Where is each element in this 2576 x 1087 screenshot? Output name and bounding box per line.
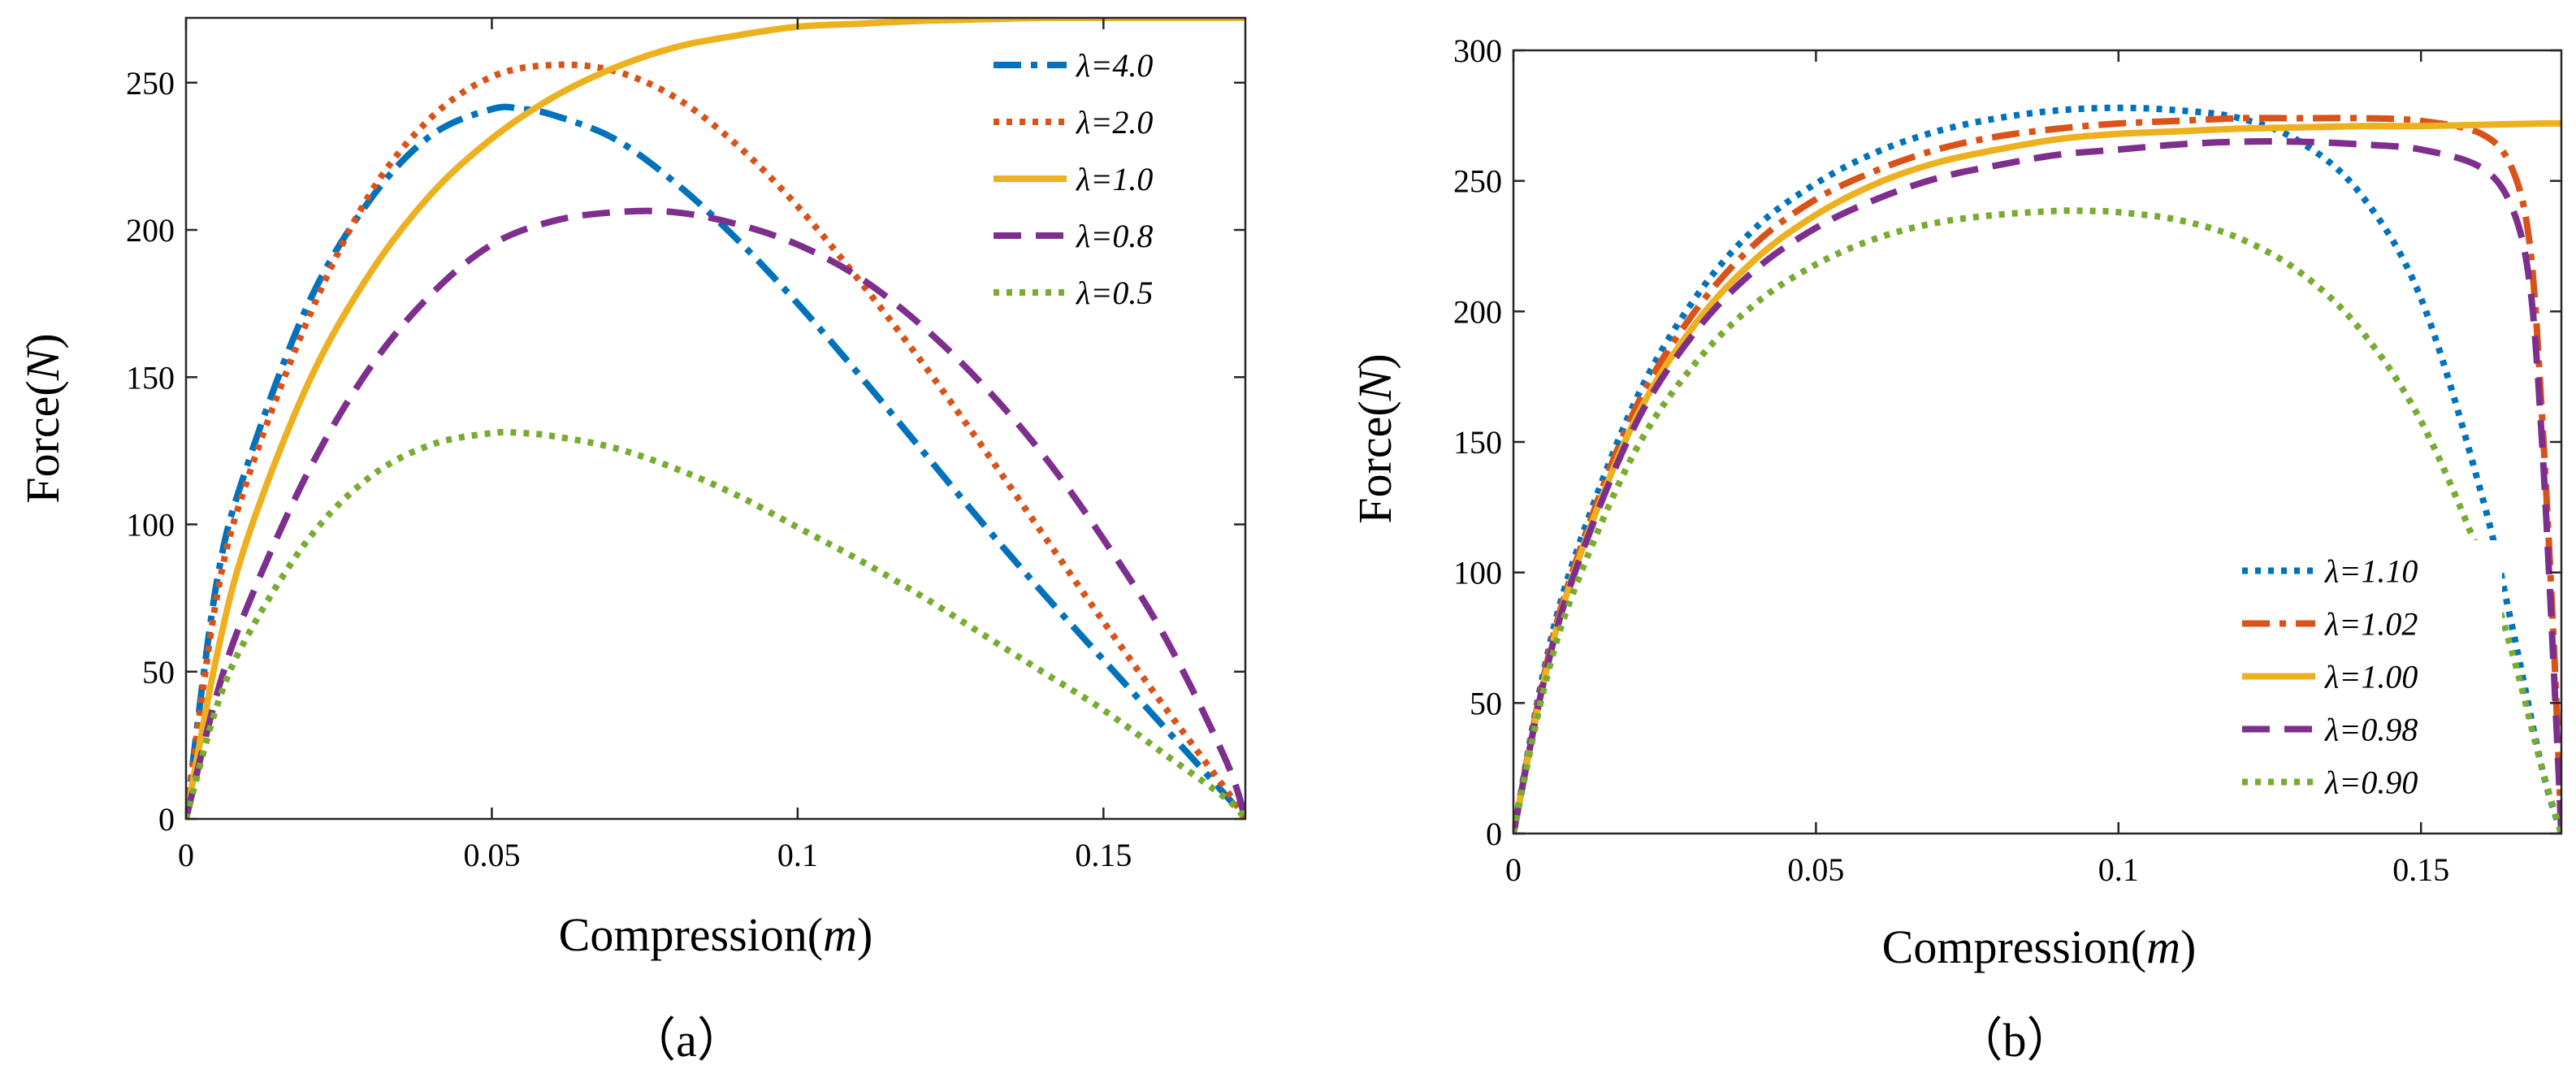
x-tick-label: 0.05 xyxy=(1787,851,1844,888)
y-tick-label: 200 xyxy=(1453,293,1502,330)
y-tick-label: 0 xyxy=(1486,816,1502,852)
chart-a-frame xyxy=(184,16,1247,821)
legend-label: λ=0.98 xyxy=(2324,712,2418,748)
series-line-λ=0.8 xyxy=(186,207,1245,819)
chart-b-ticks: 0 0.05 0.1 0.15 0 50 100 150 200 250 300 xyxy=(1453,32,2561,888)
chart-b-ylabel: Force(N) xyxy=(1349,353,1401,523)
legend-label: λ=1.0 xyxy=(1076,161,1153,197)
y-tick-label: 100 xyxy=(126,507,175,544)
chart-a-curves xyxy=(186,18,1245,819)
chart-a-xlabel: Compression(m) xyxy=(559,908,873,961)
y-tick-label: 150 xyxy=(126,359,175,396)
legend-label: λ=2.0 xyxy=(1076,104,1153,141)
x-tick-label: 0.15 xyxy=(2392,851,2449,888)
chart-b-legend: λ=1.10 λ=1.02 λ=1.00 λ=0.98 λ=0.90 xyxy=(2234,540,2502,812)
panel-label-b: （b） xyxy=(1955,1014,2073,1067)
chart-a-ticks: 0 0.05 0.1 0.15 0 50 100 150 200 250 xyxy=(126,18,1245,873)
legend-label: λ=4.0 xyxy=(1076,47,1153,84)
series-line-λ=4.0 xyxy=(186,103,1245,819)
y-tick-label: 250 xyxy=(1453,163,1502,200)
y-tick-label: 50 xyxy=(142,654,175,691)
y-tick-label: 250 xyxy=(126,65,175,102)
panel-label-a: （a） xyxy=(629,1014,744,1067)
y-tick-label: 200 xyxy=(126,212,175,249)
chart-a-legend: λ=4.0 λ=2.0 λ=1.0 λ=0.8 λ=0.5 xyxy=(985,32,1229,325)
series-line-λ=0.98 xyxy=(1513,138,2561,834)
x-tick-label: 0.1 xyxy=(2098,851,2139,888)
series-line-λ=2.0 xyxy=(186,61,1245,819)
legend-label: λ=1.10 xyxy=(2324,553,2418,590)
series-line-λ=0.90 xyxy=(1513,207,2561,834)
y-tick-label: 300 xyxy=(1453,32,1502,69)
x-tick-label: 0.1 xyxy=(777,837,818,873)
legend-label: λ=0.8 xyxy=(1076,218,1153,254)
legend-label: λ=1.02 xyxy=(2324,606,2418,643)
legend-label: λ=0.5 xyxy=(1076,275,1153,311)
y-tick-label: 100 xyxy=(1453,555,1502,591)
y-tick-label: 150 xyxy=(1453,424,1502,461)
y-tick-label: 50 xyxy=(1470,685,1502,721)
x-tick-label: 0 xyxy=(178,837,194,873)
chart-b-xlabel: Compression(m) xyxy=(1882,920,2197,973)
chart-b-curves xyxy=(1513,104,2561,834)
x-tick-label: 0 xyxy=(1505,851,1522,888)
series-line-λ=0.5 xyxy=(186,428,1245,819)
x-tick-label: 0.15 xyxy=(1075,837,1132,873)
legend-label: λ=0.90 xyxy=(2324,764,2418,801)
y-tick-label: 0 xyxy=(158,801,175,838)
x-tick-label: 0.05 xyxy=(463,837,520,873)
series-line-λ=1.0 xyxy=(186,18,1245,819)
legend-label: λ=1.00 xyxy=(2324,659,2418,695)
chart-a-ylabel: Force(N) xyxy=(16,333,69,503)
